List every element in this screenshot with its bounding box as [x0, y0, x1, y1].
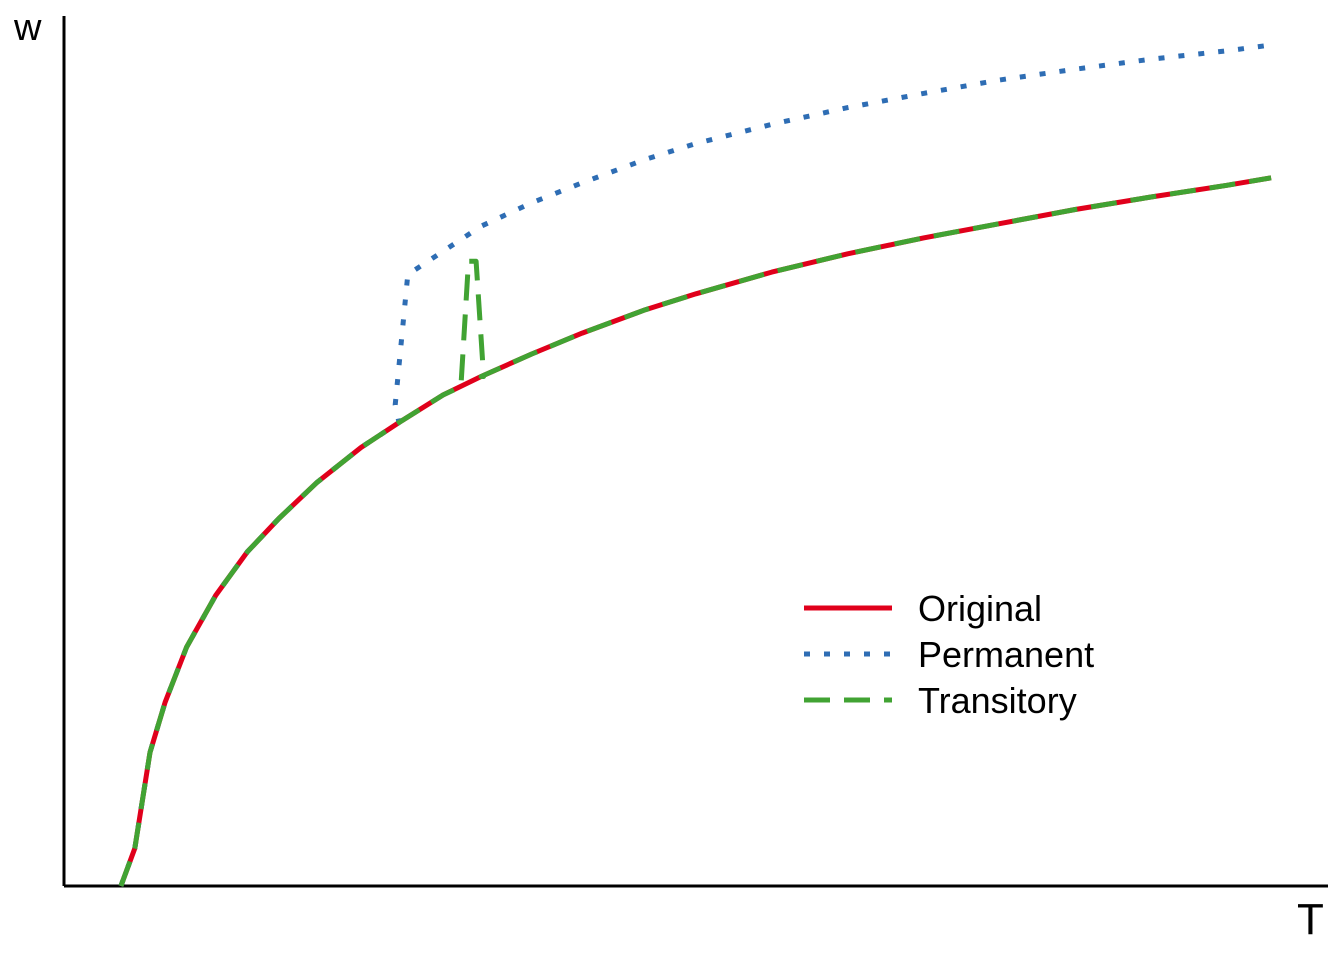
legend: Original Permanent Transitory: [804, 588, 1094, 721]
legend-label-transitory: Transitory: [918, 680, 1077, 721]
legend-label-permanent: Permanent: [918, 634, 1094, 675]
x-axis-label: T: [1297, 895, 1324, 944]
series-line-original: [118, 175, 1272, 887]
series-line-transitory: [118, 175, 1272, 887]
series-line-permanent: [118, 42, 1272, 887]
legend-label-original: Original: [918, 588, 1042, 629]
y-axis-label: w: [13, 7, 42, 49]
plot-area: [118, 42, 1272, 887]
axes: wT: [13, 7, 1328, 944]
